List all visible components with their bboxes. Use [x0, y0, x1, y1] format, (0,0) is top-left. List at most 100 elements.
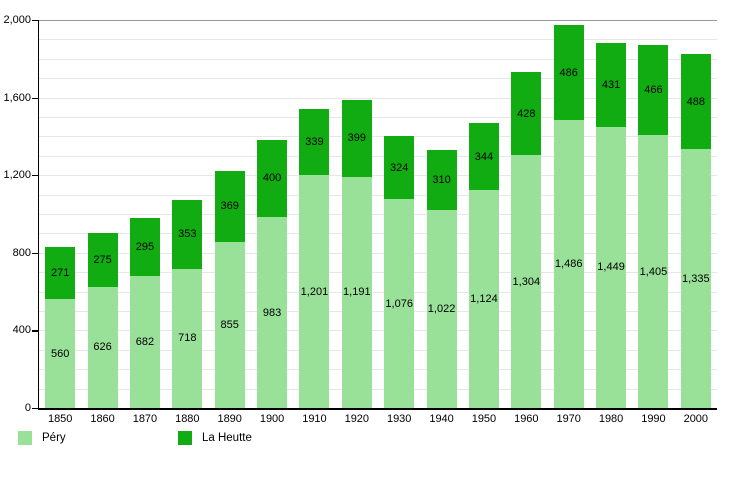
bar-segment-la-heutte: [214, 170, 245, 243]
bar-segment-la-heutte: [257, 139, 288, 218]
bar-value-label-la-heutte: 431: [601, 79, 621, 92]
gridline-minor: [39, 58, 717, 60]
bar-value-label-la-heutte: 324: [390, 161, 409, 174]
x-axis-label: 1870: [132, 413, 158, 425]
bar-segment-pery: [384, 199, 415, 408]
gridline-minor: [39, 214, 717, 215]
gridline-minor: [39, 78, 717, 80]
bar-segment-la-heutte: [87, 233, 118, 287]
bar-segment-la-heutte: [638, 45, 669, 136]
bar-segment-la-heutte: [680, 54, 711, 149]
bar-value-label-pery: 1,486: [554, 257, 583, 270]
gridline-minor: [39, 388, 717, 390]
x-axis-label: 1940: [429, 413, 454, 425]
bar-value-label-pery: 855: [220, 319, 239, 332]
gridline-minor: [39, 252, 717, 254]
x-axis-label: 1920: [344, 413, 370, 425]
gridline-minor: [39, 349, 717, 351]
bar-segment-pery: [257, 217, 288, 408]
gridline-minor: [39, 136, 717, 138]
x-axis-line: [38, 408, 717, 410]
y-axis-tick: [32, 97, 38, 99]
bar-value-label-pery: 1,191: [343, 286, 371, 299]
gridline-minor: [39, 330, 717, 332]
bar-segment-la-heutte: [45, 246, 76, 300]
gridline-minor: [39, 291, 717, 293]
bar-value-label-la-heutte: 310: [432, 173, 451, 186]
bar-segment-pery: [468, 189, 499, 408]
bar-value-label-la-heutte: 399: [347, 132, 366, 145]
gridline-minor: [39, 233, 717, 235]
legend-item-la-heutte: La Heutte: [178, 431, 252, 445]
bar-segment-la-heutte: [384, 136, 415, 200]
y-axis-label: 2,000: [3, 14, 31, 26]
gridline-top: [39, 20, 717, 21]
bar-value-label-la-heutte: 400: [262, 172, 282, 185]
x-axis-label: 1980: [598, 413, 624, 425]
bar-segment-pery: [680, 149, 711, 408]
bar-segment-la-heutte: [129, 218, 160, 276]
x-axis-label: 1880: [175, 413, 200, 425]
gridline-minor: [39, 194, 717, 196]
bar-value-label-pery: 1,076: [385, 297, 413, 310]
x-axis-label: 1970: [556, 413, 581, 425]
gridline-minor: [39, 97, 717, 99]
bar-value-label-pery: 560: [51, 347, 70, 360]
bar-segment-la-heutte: [172, 200, 203, 269]
bar-value-label-pery: 682: [135, 335, 155, 348]
y-axis-label: 800: [12, 246, 31, 259]
gridline-minor: [39, 272, 717, 274]
bar-segment-la-heutte: [299, 109, 330, 175]
y-axis-line: [37, 20, 39, 410]
x-axis-label: 1910: [302, 413, 327, 425]
bar-value-label-pery: 983: [262, 306, 282, 319]
y-axis-label: 400: [12, 324, 31, 337]
gridline-minor: [39, 369, 717, 371]
gridline-minor: [39, 39, 717, 41]
y-axis-tick: [32, 20, 38, 22]
bar-segment-la-heutte: [596, 43, 627, 127]
y-axis-label: 1,600: [3, 91, 31, 104]
x-axis-label: 1930: [386, 413, 412, 425]
x-axis-label: 1900: [259, 413, 285, 425]
bar-value-label-pery: 1,304: [512, 275, 541, 288]
bar-value-label-la-heutte: 271: [51, 267, 70, 280]
bar-segment-pery: [638, 135, 669, 408]
y-axis-tick: [32, 175, 38, 177]
bar-segment-la-heutte: [468, 123, 499, 190]
x-axis-label: 1850: [47, 413, 73, 425]
legend-label-pery: Péry: [42, 432, 66, 444]
x-axis-label: 1960: [514, 413, 539, 425]
bar-segment-pery: [341, 176, 372, 408]
bar-segment-pery: [129, 275, 160, 408]
y-axis-label: 1,200: [3, 169, 31, 182]
bar-value-label-la-heutte: 344: [474, 150, 494, 163]
bar-segment-pery: [511, 155, 542, 408]
legend-swatch-la-heutte: [178, 431, 192, 445]
bar-segment-pery: [87, 286, 118, 408]
bar-value-label-la-heutte: 369: [220, 200, 239, 213]
y-axis-tick: [32, 330, 38, 332]
bar-value-label-la-heutte: 486: [559, 66, 578, 79]
bar-value-label-pery: 1,124: [470, 292, 498, 305]
bar-segment-pery: [553, 119, 584, 408]
gridline-minor: [39, 311, 717, 312]
bar-segment-la-heutte: [426, 149, 457, 210]
bar-value-label-pery: 1,335: [682, 272, 710, 285]
bar-segment-pery: [45, 299, 76, 408]
x-axis-label: 1950: [471, 413, 497, 425]
gridline-minor: [39, 117, 717, 118]
bar-segment-pery: [596, 126, 627, 408]
y-axis-tick: [32, 408, 38, 410]
bar-segment-pery: [214, 242, 245, 408]
bar-value-label-la-heutte: 295: [135, 241, 155, 254]
y-axis-label: 0: [24, 402, 31, 414]
bar-value-label-la-heutte: 339: [305, 136, 324, 149]
x-axis-label: 2000: [683, 413, 709, 425]
legend-item-pery: Péry: [18, 431, 66, 445]
legend: Péry La Heutte: [0, 431, 750, 447]
bar-value-label-la-heutte: 353: [178, 228, 197, 241]
y-axis-tick: [32, 252, 38, 254]
x-axis-label: 1860: [90, 413, 115, 425]
